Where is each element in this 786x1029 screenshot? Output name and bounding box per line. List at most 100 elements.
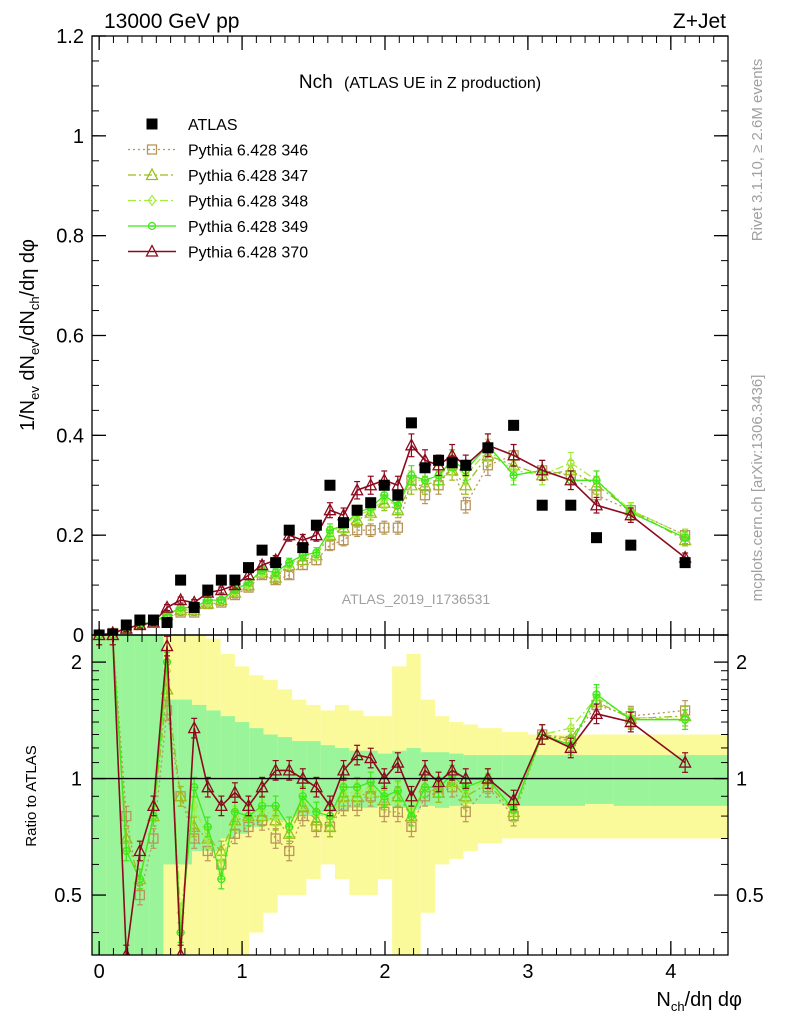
ylabel-c-sub: ch bbox=[27, 296, 42, 310]
legend-entry-atlas: ATLAS bbox=[146, 117, 238, 134]
legend-label-p347: Pythia 6.428 347 bbox=[188, 168, 308, 185]
data-point-p370 bbox=[241, 567, 256, 581]
band-green-bin bbox=[120, 635, 135, 955]
data-point-atlas bbox=[433, 454, 445, 466]
data-point-p370 bbox=[678, 755, 692, 768]
data-point-p348 bbox=[461, 786, 470, 799]
data-point-atlas bbox=[460, 459, 472, 471]
y-tick-label-main: 1.2 bbox=[56, 26, 84, 48]
data-point-p370 bbox=[323, 502, 337, 516]
data-point-p348 bbox=[271, 569, 280, 582]
data-point-atlas bbox=[283, 524, 295, 536]
series-p370 bbox=[92, 635, 692, 955]
data-point-atlas bbox=[161, 617, 173, 629]
data-point-p370 bbox=[336, 762, 351, 776]
band-green-bin bbox=[106, 635, 121, 955]
data-point-p370 bbox=[106, 635, 120, 641]
data-point-p370 bbox=[445, 762, 459, 776]
data-point-p370 bbox=[296, 771, 310, 784]
data-point-p347 bbox=[391, 502, 405, 516]
data-point-atlas bbox=[107, 628, 119, 635]
band-green-bin bbox=[220, 716, 235, 839]
y-tick-label-ratio-right: 0.5 bbox=[736, 885, 764, 907]
band-green-bin bbox=[149, 635, 164, 955]
band-yellow-bin bbox=[392, 666, 407, 955]
ylabel-b-sub: ev bbox=[27, 341, 42, 355]
x-tick-label: 2 bbox=[379, 961, 390, 983]
legend-marker-p370 bbox=[145, 244, 159, 257]
data-point-p370 bbox=[564, 472, 578, 486]
data-point-atlas bbox=[147, 614, 159, 626]
data-point-p370 bbox=[404, 788, 419, 802]
ylabel-a-sub: ev bbox=[27, 386, 42, 400]
data-point-atlas bbox=[565, 499, 577, 511]
data-point-atlas bbox=[256, 544, 268, 556]
data-point-p370 bbox=[535, 462, 549, 476]
data-point-p370 bbox=[160, 600, 174, 613]
xlabel-b: /dη dφ bbox=[685, 989, 742, 1011]
data-point-p370 bbox=[589, 497, 604, 511]
band-green-bin bbox=[249, 728, 264, 827]
data-point-p346 bbox=[460, 500, 471, 511]
data-point-atlas bbox=[202, 584, 214, 596]
data-point-p370 bbox=[201, 779, 215, 793]
x-tick-label: 3 bbox=[522, 961, 533, 983]
data-point-p370 bbox=[432, 774, 446, 788]
y-tick-label-main: 0.2 bbox=[56, 525, 84, 547]
data-point-p370 bbox=[228, 785, 242, 798]
data-point-p370 bbox=[269, 762, 283, 776]
data-point-p370 bbox=[309, 527, 323, 541]
data-point-p370 bbox=[282, 762, 296, 776]
data-point-p370 bbox=[255, 779, 269, 793]
data-point-p370 bbox=[624, 507, 638, 521]
band-green-bin bbox=[527, 755, 557, 806]
y-tick-label-ratio-right: 2 bbox=[736, 652, 747, 674]
data-point-p346 bbox=[392, 806, 404, 818]
band-green-bin bbox=[92, 635, 107, 955]
rivet-side-text: Rivet 3.1.10, ≥ 2.6M events bbox=[749, 59, 766, 242]
xlabel-a-sub: ch bbox=[671, 999, 685, 1014]
data-point-p347 bbox=[309, 812, 323, 826]
y-axis-label-ratio: Ratio to ATLAS bbox=[23, 745, 40, 846]
data-point-p348 bbox=[271, 810, 280, 823]
data-point-p370 bbox=[535, 727, 549, 740]
plot-title: Nch (ATLAS UE in Z production) bbox=[299, 72, 541, 93]
y-tick-label-ratio: 1 bbox=[71, 769, 82, 791]
band-green-bin bbox=[613, 755, 650, 806]
data-point-p346 bbox=[284, 845, 295, 857]
legend-label-p370: Pythia 6.428 370 bbox=[188, 245, 308, 262]
data-point-atlas bbox=[536, 499, 548, 511]
data-point-p348 bbox=[352, 786, 362, 799]
header-left: 13000 GeV pp bbox=[104, 10, 239, 33]
data-point-p348 bbox=[325, 526, 335, 539]
data-point-p370 bbox=[350, 747, 364, 761]
series-line-p348 bbox=[99, 449, 686, 635]
data-point-p370 bbox=[174, 592, 188, 606]
data-point-p346 bbox=[134, 889, 146, 901]
band-green-bin bbox=[206, 710, 221, 851]
data-point-p348 bbox=[284, 559, 294, 572]
legend-marker-p348 bbox=[147, 194, 157, 207]
legend-entry-p370: Pythia 6.428 370 bbox=[128, 244, 308, 262]
x-tick-label: 1 bbox=[237, 961, 248, 983]
legend-label-p346: Pythia 6.428 346 bbox=[188, 143, 308, 160]
data-point-atlas bbox=[351, 504, 363, 516]
data-point-atlas bbox=[310, 519, 322, 531]
data-point-p370 bbox=[364, 477, 378, 491]
mcplots-side-text: mcplots.cern.ch [arXiv:1306.3436] bbox=[749, 375, 766, 602]
data-point-atlas bbox=[324, 479, 336, 491]
data-point-atlas bbox=[446, 457, 458, 469]
data-point-atlas bbox=[188, 602, 200, 614]
data-point-p348 bbox=[566, 722, 576, 735]
band-green-bin bbox=[556, 755, 586, 806]
data-point-atlas bbox=[419, 462, 431, 474]
data-point-p370 bbox=[241, 798, 256, 812]
x-axis-label: Nch/dη dφ bbox=[656, 989, 742, 1014]
ratio-frame bbox=[91, 634, 729, 956]
data-point-atlas bbox=[625, 539, 637, 551]
data-point-p370 bbox=[418, 762, 432, 776]
data-point-atlas bbox=[215, 574, 227, 586]
data-point-p370 bbox=[214, 582, 228, 596]
legend-label-atlas: ATLAS bbox=[188, 117, 238, 134]
